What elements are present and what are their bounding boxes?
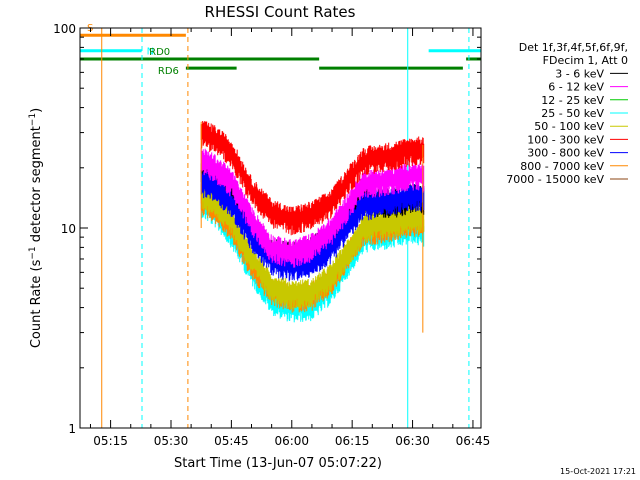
legend-entry-label: 3 - 6 keV xyxy=(555,67,604,80)
series-6-12kev xyxy=(200,147,425,268)
y-axis-label: Count Rate (s−1 detector segment−1) xyxy=(28,108,44,348)
y-axis-label-mid: detector segment xyxy=(29,126,44,246)
legend-entry-label: 50 - 100 keV xyxy=(534,120,604,133)
legend-entry-label: 100 - 300 keV xyxy=(527,133,604,146)
series-300-800kev xyxy=(200,170,425,282)
x-axis-label: Start Time (13-Jun-07 05:07:22) xyxy=(174,456,382,471)
y-tick-label: 1 xyxy=(68,422,76,436)
flag-label-n: N xyxy=(147,47,154,58)
y-axis-label-end: ) xyxy=(29,108,44,113)
series-50-100kev xyxy=(200,180,425,310)
legend-entry-label: 25 - 50 keV xyxy=(541,107,604,120)
x-tick-label: 06:30 xyxy=(395,434,430,448)
x-tick-label: 06:00 xyxy=(274,434,309,448)
legend: Det 1f,3f,4f,5f,6f,9f,FDecim 1, Att 03 -… xyxy=(506,41,628,186)
legend-entry-label: 300 - 800 keV xyxy=(527,147,604,160)
x-tick-label: 05:45 xyxy=(214,434,249,448)
footer-timestamp: 15-Oct-2021 17:21 xyxy=(560,467,636,476)
flag-label-rd0: RD0 xyxy=(149,47,170,58)
legend-entry-label: 800 - 7000 keV xyxy=(520,160,604,173)
x-tick-label: 05:30 xyxy=(154,434,189,448)
flag-label-rd6: RD6 xyxy=(158,66,179,77)
x-tick-label: 06:15 xyxy=(335,434,370,448)
legend-entry-label: 6 - 12 keV xyxy=(548,81,604,94)
legend-entry-label: 12 - 25 keV xyxy=(541,94,604,107)
x-tick-label: 05:15 xyxy=(93,434,128,448)
y-axis-label-sup1: −1 xyxy=(28,246,38,259)
x-tick-label: 06:45 xyxy=(456,434,491,448)
y-axis-label-main: Count Rate (s xyxy=(29,259,44,348)
series-100-300kev xyxy=(200,120,425,236)
y-tick-label: 100 xyxy=(53,22,76,36)
y-axis-label-sup2: −1 xyxy=(28,113,38,126)
legend-entry-label: 7000 - 15000 keV xyxy=(506,173,604,186)
legend-header-line: Det 1f,3f,4f,5f,6f,9f, xyxy=(519,41,628,54)
legend-header-line: FDecim 1, Att 0 xyxy=(543,54,628,67)
y-tick-label: 10 xyxy=(61,222,76,236)
chart-title: RHESSI Count Rates xyxy=(205,3,356,21)
